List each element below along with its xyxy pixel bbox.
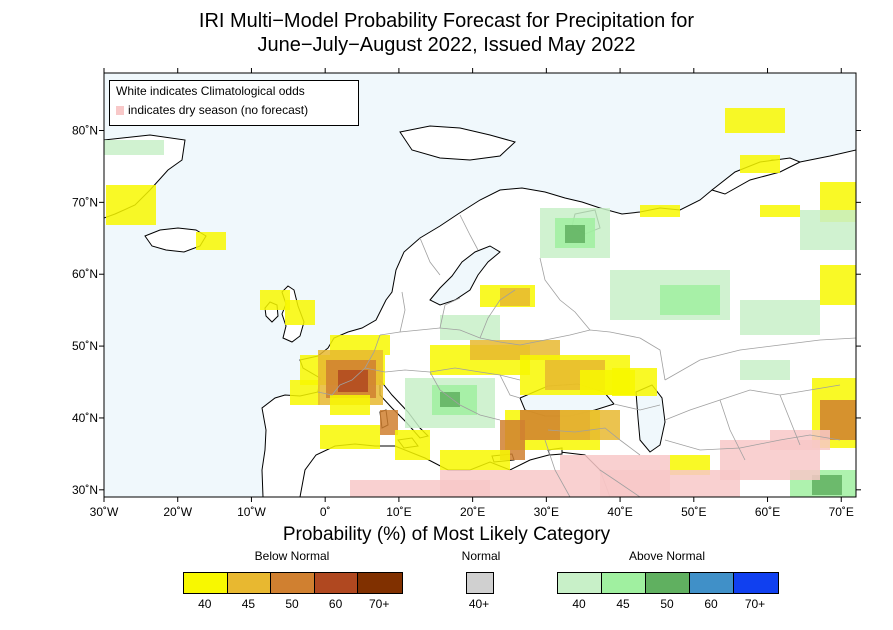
forecast-cell: [770, 430, 830, 450]
dry-season-note-text: indicates dry season (no forecast): [128, 103, 309, 117]
lat-label: 30˚N: [72, 483, 98, 497]
forecast-cell: [380, 410, 398, 435]
below-normal-colorbar: [183, 572, 403, 594]
legend-swatch: [602, 573, 646, 593]
legend-tick-label: 70+: [369, 597, 390, 611]
lat-label: 80˚N: [72, 123, 98, 137]
legend-tick-label: 70+: [744, 597, 766, 611]
probability-cells: [104, 108, 856, 497]
lon-label: 10˚W: [237, 505, 266, 519]
legend-swatch: [467, 573, 493, 593]
above-normal-label: Above Normal: [628, 549, 706, 563]
lon-label: 40˚E: [607, 505, 632, 519]
normal-colorbar: [466, 572, 494, 594]
forecast-cell: [330, 395, 370, 415]
svalbard: [399, 125, 516, 161]
dry-season-swatch: [116, 106, 124, 115]
lat-label: 60˚N: [72, 267, 98, 281]
lon-label: 50˚E: [681, 505, 706, 519]
below-normal-label: Below Normal: [254, 549, 330, 563]
map-title-line1: IRI Multi−Model Probability Forecast for…: [198, 10, 695, 32]
map-frame: [103, 72, 857, 498]
forecast-cell: [500, 288, 530, 306]
lon-label: 20˚W: [163, 505, 192, 519]
forecast-cell: [740, 360, 790, 380]
climatological-note: White indicates Climatological odds: [116, 84, 305, 98]
forecast-cell: [106, 185, 156, 225]
forecast-cell: [760, 205, 800, 217]
longitude-labels: 30˚W 20˚W 10˚W 0˚ 10˚E 20˚E 30˚E 40˚E 50˚E 60˚E 70…: [90, 505, 854, 519]
forecast-cell: [565, 225, 585, 243]
legend-tick-label: 50: [660, 597, 674, 611]
legend-tick-label: 50: [285, 597, 299, 611]
legend-swatch: [358, 573, 402, 593]
forecast-cell: [640, 205, 680, 217]
forecast-cell: [820, 265, 856, 305]
forecast-cell: [725, 108, 785, 133]
legend-title: Probability (%) of Most Likely Category: [282, 524, 611, 545]
forecast-cell: [338, 370, 368, 392]
legend-swatch: [184, 573, 228, 593]
above-normal-colorbar: [557, 572, 779, 594]
forecast-cell: [612, 368, 657, 396]
legend-swatch: [558, 573, 602, 593]
legend-swatch: [734, 573, 778, 593]
forecast-cell: [600, 470, 740, 497]
axis-ticks: [99, 68, 861, 502]
legend-tick-label: 45: [616, 597, 630, 611]
lon-label: 30˚E: [534, 505, 559, 519]
legend-tick-label: 40: [572, 597, 586, 611]
forecast-cell: [285, 300, 315, 325]
lon-label: 0˚: [320, 505, 331, 519]
lon-label: 20˚E: [460, 505, 485, 519]
forecast-cell: [290, 380, 320, 405]
forecast-cell: [440, 315, 500, 340]
map-title-line2: June−July−August 2022, Issued May 2022: [257, 34, 636, 56]
lon-label: 70˚E: [829, 505, 854, 519]
lat-label: 40˚N: [72, 411, 98, 425]
legend-tick-label: 60: [704, 597, 718, 611]
legend-swatch: [646, 573, 690, 593]
latitude-labels: 80˚N 70˚N 60˚N 50˚N 40˚N 30˚N: [72, 123, 98, 496]
lon-label: 30˚W: [90, 505, 119, 519]
forecast-cell: [660, 285, 720, 315]
map-notes-box: White indicates Climatological odds indi…: [109, 80, 359, 126]
lat-label: 50˚N: [72, 339, 98, 353]
dry-season-note: indicates dry season (no forecast): [116, 103, 308, 117]
forecast-cell: [395, 430, 430, 460]
forecast-cell: [740, 155, 780, 173]
national-borders: [317, 214, 856, 497]
lon-label: 60˚E: [755, 505, 780, 519]
forecast-cell: [440, 470, 560, 497]
forecast-cell: [800, 210, 856, 250]
lon-label: 10˚E: [386, 505, 411, 519]
forecast-cell: [440, 392, 460, 407]
forecast-cell: [560, 410, 620, 440]
forecast-cell: [440, 450, 510, 470]
forecast-cell: [320, 425, 380, 449]
forecast-cell: [196, 232, 226, 250]
forecast-map: 30˚W 20˚W 10˚W 0˚ 10˚E 20˚E 30˚E 40˚E 50˚E 60˚E 70…: [72, 68, 861, 519]
legend-tick-label: 45: [241, 597, 256, 611]
forecast-cell: [104, 140, 164, 155]
legend-swatch: [271, 573, 315, 593]
normal-label: Normal: [461, 549, 501, 563]
forecast-cell: [260, 290, 290, 310]
legend-tick-label: 40: [198, 597, 212, 611]
legend-swatch: [314, 573, 359, 593]
legend-tick-label: 60: [328, 597, 343, 611]
legend-swatch: [690, 573, 734, 593]
legend-swatch: [227, 573, 272, 593]
lat-label: 70˚N: [72, 195, 98, 209]
forecast-cell: [740, 300, 820, 335]
legend-tick-label: 40+: [468, 597, 490, 611]
